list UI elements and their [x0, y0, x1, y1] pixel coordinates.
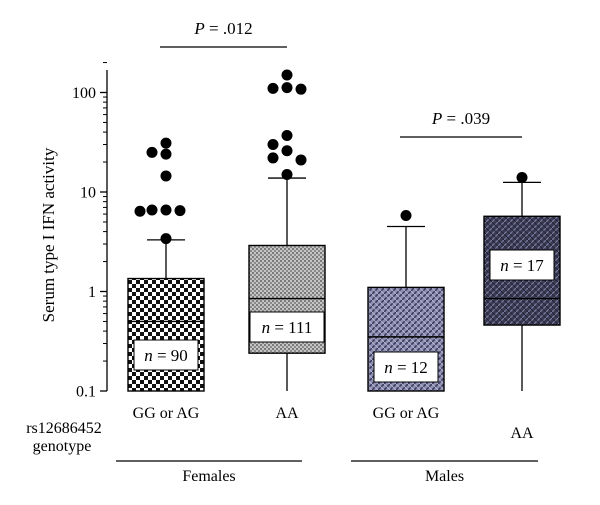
box-plot: n = 12 GG or AG [367, 210, 445, 422]
outlier-point [267, 82, 279, 94]
p-value-label: P = .039 [431, 109, 490, 128]
outlier-point [281, 168, 293, 180]
genotype-label-line: genotype [33, 438, 92, 455]
category-label: AA [275, 405, 299, 422]
outlier-point [267, 152, 279, 164]
outlier-point [134, 205, 146, 217]
outlier-point [516, 171, 528, 183]
n-label-box [249, 311, 325, 343]
category-label: AA [510, 425, 534, 442]
n-label-box [489, 249, 555, 281]
box-plot: n = 111 AA [248, 69, 326, 422]
n-label-var: n [144, 346, 153, 365]
box-plot: n = 90 GG or AG [127, 137, 205, 422]
p-value-label: P = .012 [193, 19, 252, 38]
genotype-label: rs12686452 genotype [26, 420, 106, 455]
category-label: GG or AG [373, 405, 440, 422]
outlier-point [281, 82, 293, 94]
outlier-point [281, 145, 293, 157]
n-label-value: = 111 [270, 318, 312, 337]
outlier-point [295, 154, 307, 166]
n-label-box [373, 351, 439, 383]
outlier-point [295, 83, 307, 95]
p-value-var: P [431, 109, 442, 128]
n-label-var: n [500, 256, 509, 275]
genotype-label-line: rs12686452 [26, 420, 102, 437]
outlier-point [281, 69, 293, 81]
groups: Females Males [116, 460, 538, 485]
box-rect [127, 277, 205, 392]
y-ticks: 0.1 1 10 100 [72, 62, 107, 401]
outlier-point [160, 204, 172, 216]
outlier-point [160, 148, 172, 160]
outlier-point [267, 139, 279, 151]
y-tick-label: 10 [80, 185, 96, 202]
outlier-point [146, 204, 158, 216]
n-label: n = 90 [144, 346, 188, 365]
outlier-point [146, 146, 158, 158]
y-tick-label: 100 [72, 85, 96, 102]
p-value-number: = .012 [205, 19, 253, 38]
outlier-point [400, 210, 412, 222]
y-tick-label: 1 [88, 284, 96, 301]
n-label-var: n [262, 318, 271, 337]
p-value-number: = .039 [442, 109, 490, 128]
n-label-box [133, 339, 199, 371]
group-label: Females [182, 468, 235, 485]
outlier-point [174, 205, 186, 217]
n-label-value: = 17 [509, 256, 545, 275]
outlier-point [281, 129, 293, 141]
n-label: n = 17 [500, 256, 544, 275]
n-label-value: = 90 [153, 346, 188, 365]
outlier-point [160, 170, 172, 182]
group-label: Males [425, 468, 464, 485]
outlier-point [160, 233, 172, 245]
box-plot: n = 17 AA [483, 171, 561, 442]
n-label: n = 111 [262, 318, 313, 337]
n-label-var: n [384, 358, 393, 377]
p-value-var: P [193, 19, 204, 38]
y-axis-label: Serum type I IFN activity [39, 147, 58, 322]
y-tick-label: 0.1 [76, 384, 96, 401]
n-label-value: = 12 [393, 358, 428, 377]
outlier-point [160, 137, 172, 149]
category-label: GG or AG [133, 405, 200, 422]
n-label: n = 12 [384, 358, 428, 377]
